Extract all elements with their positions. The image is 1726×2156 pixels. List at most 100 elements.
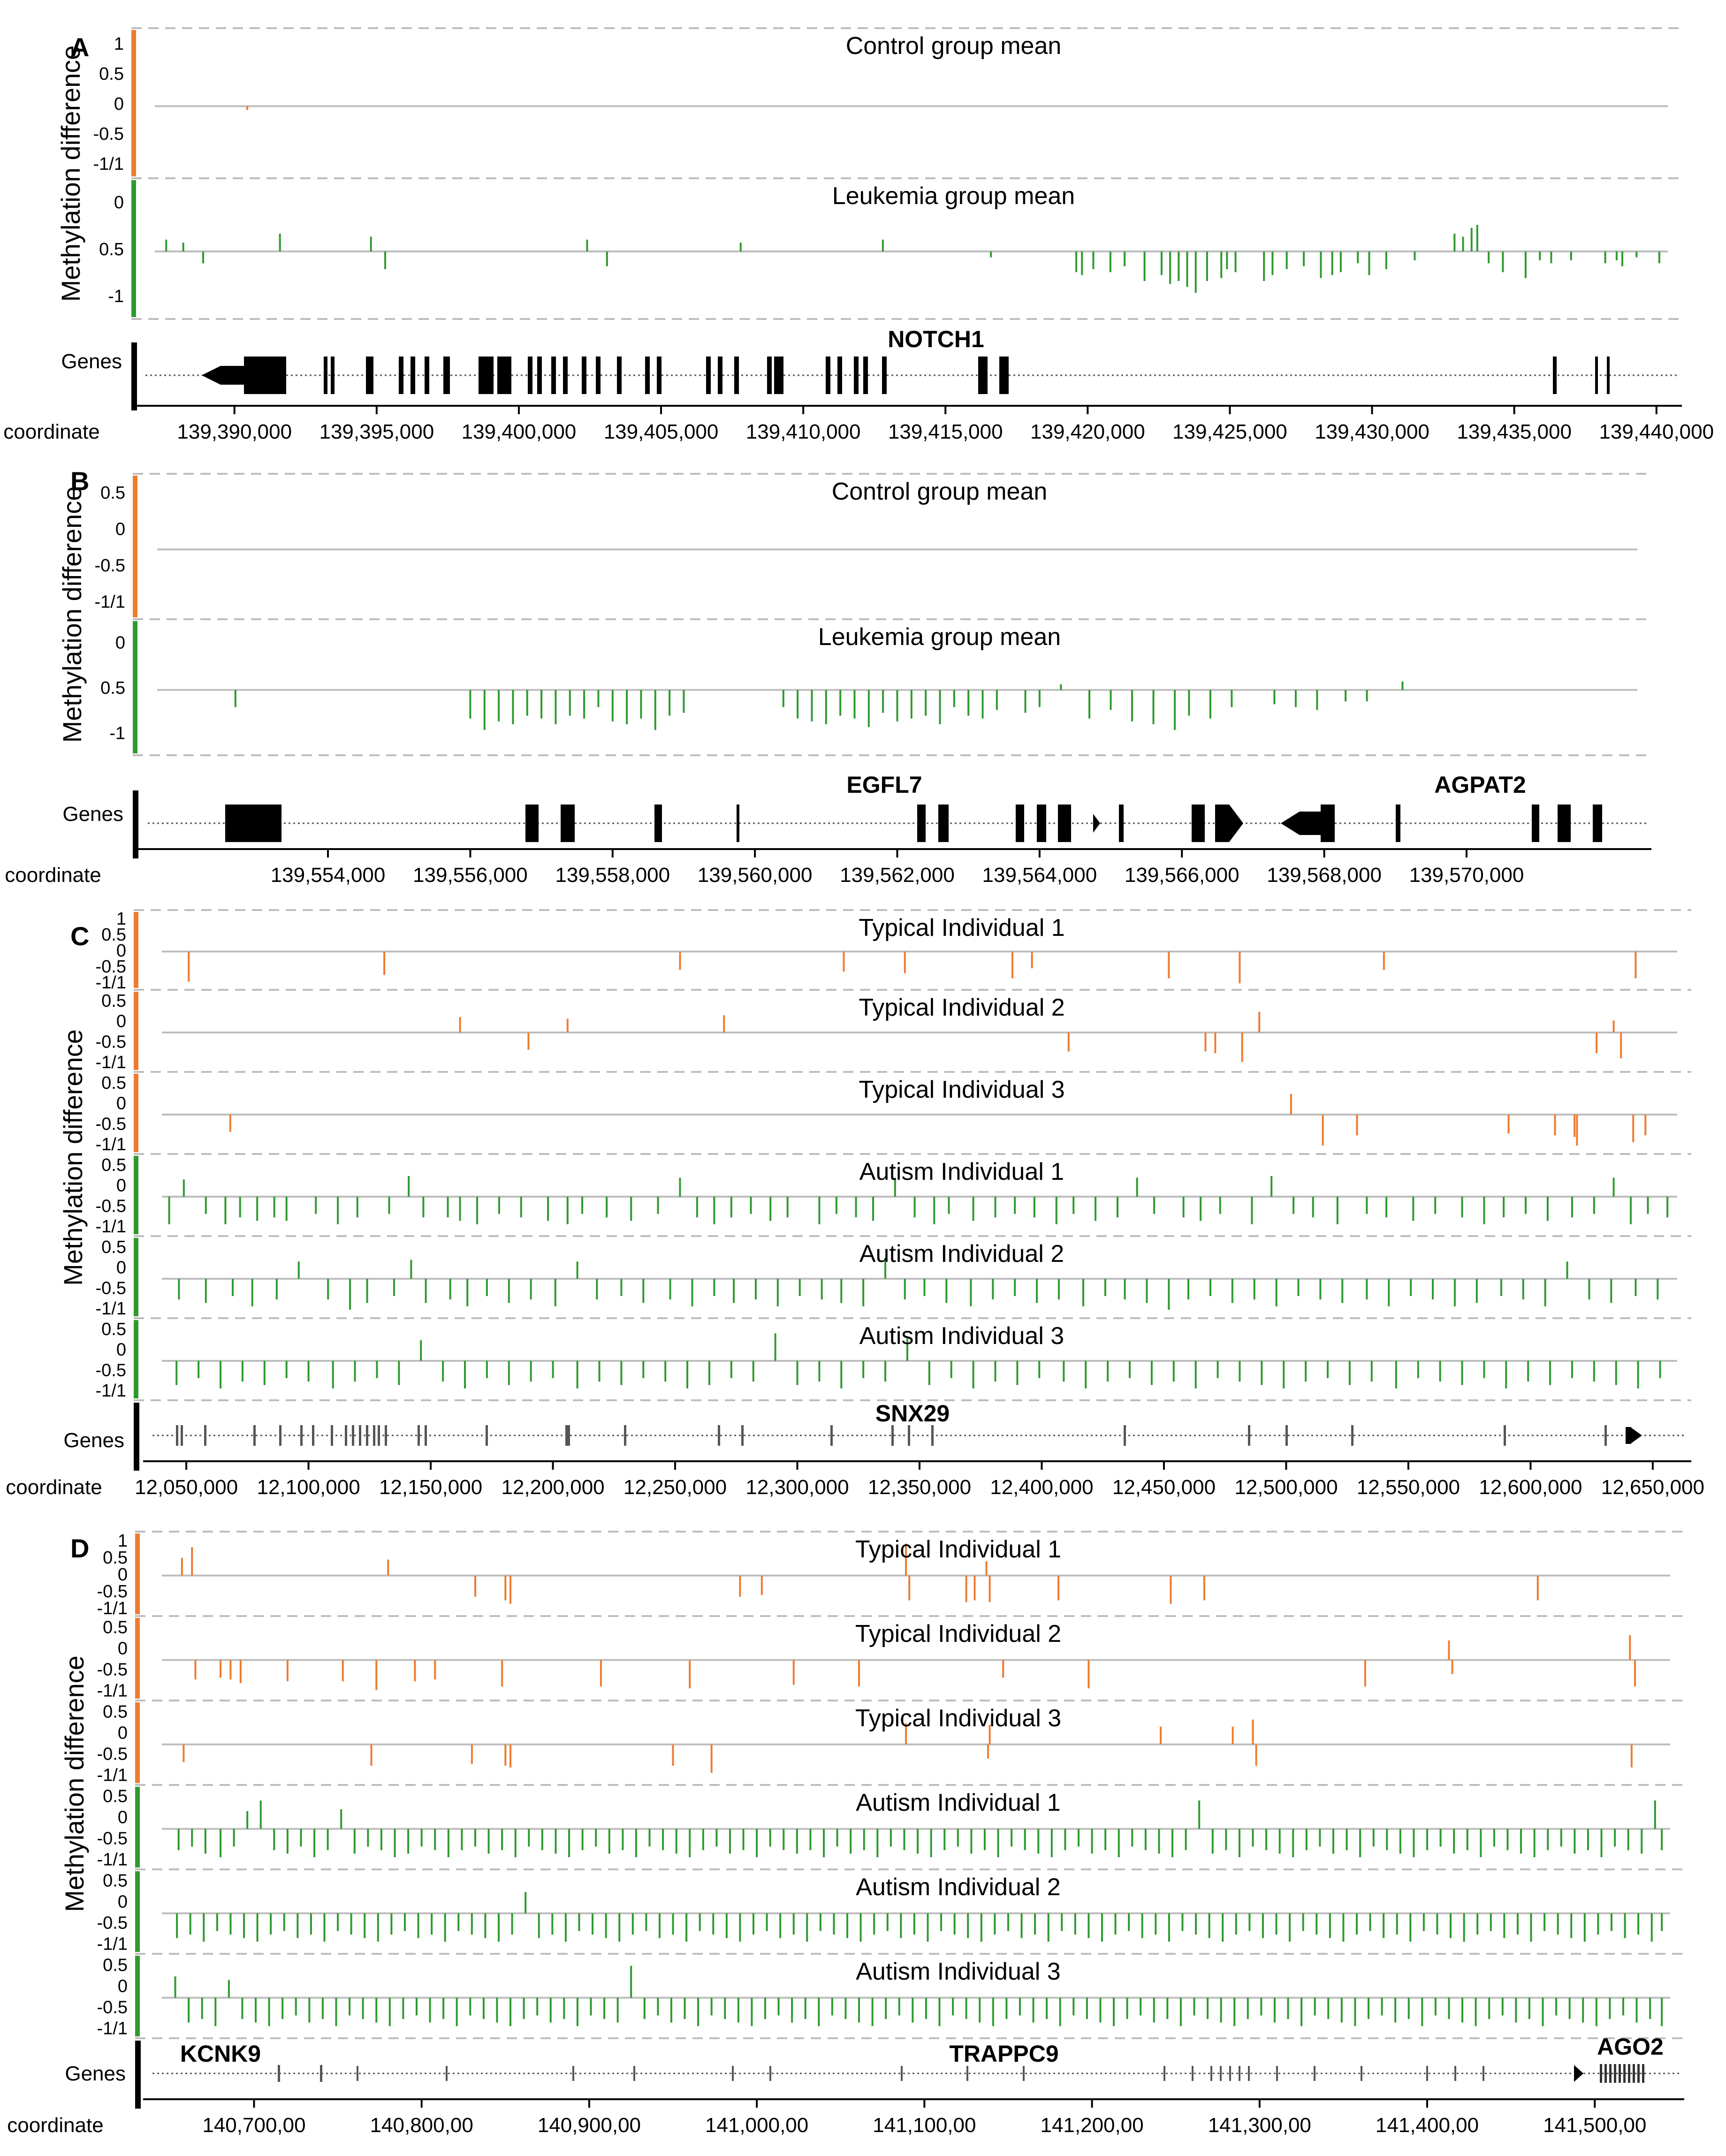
exon-block xyxy=(1037,805,1046,842)
y-tick-label: 0 xyxy=(118,1892,128,1912)
y-tick-label: -1/1 xyxy=(96,1299,126,1319)
exon-block xyxy=(633,2066,635,2081)
exon-block xyxy=(1285,1425,1288,1446)
group-color-strip xyxy=(135,1871,140,1952)
x-tick-label: 139,556,000 xyxy=(413,864,528,887)
exon-block xyxy=(1124,1425,1126,1446)
group-color-strip xyxy=(134,1238,138,1316)
exon-block xyxy=(1483,2066,1484,2081)
x-tick-label: 139,400,000 xyxy=(462,420,577,443)
x-tick-label: 12,450,000 xyxy=(1112,1476,1216,1499)
exon-block xyxy=(1604,1425,1607,1446)
y-tick-label: 0 xyxy=(118,1977,128,1997)
exon-block xyxy=(596,357,601,394)
panel-letter: D xyxy=(70,1533,89,1563)
exon-block xyxy=(999,357,1009,394)
exon-block xyxy=(572,2066,574,2081)
exon-block xyxy=(908,1425,910,1446)
y-tick-label: -1 xyxy=(108,287,124,306)
genes-strip xyxy=(134,1403,139,1471)
exon-block xyxy=(425,1425,427,1446)
y-axis-label: Methylation difference xyxy=(56,46,85,302)
x-tick-label: 12,200,000 xyxy=(501,1476,604,1499)
y-tick-label: -0.5 xyxy=(97,1829,128,1849)
exon-block xyxy=(863,357,868,394)
gene-arrow-head xyxy=(1574,2065,1583,2082)
exon-block xyxy=(978,357,988,394)
exon-block xyxy=(1532,805,1539,842)
exon-block xyxy=(378,1425,380,1446)
y-tick-label: 0.5 xyxy=(101,1237,126,1257)
exon-block xyxy=(1628,2064,1630,2083)
x-tick-label: 139,395,000 xyxy=(319,420,434,443)
coordinate-label: coordinate xyxy=(7,2114,103,2137)
exon-block xyxy=(525,805,539,842)
y-tick-label: 0.5 xyxy=(103,1618,128,1638)
group-color-strip xyxy=(135,1702,140,1783)
y-tick-label: -1 xyxy=(109,724,125,744)
y-tick-label: 0.5 xyxy=(101,1155,126,1175)
y-tick-label: 0.5 xyxy=(100,483,125,503)
exon-block xyxy=(1023,2066,1025,2081)
y-tick-label: 1 xyxy=(118,1531,128,1551)
x-tick-label: 12,350,000 xyxy=(868,1476,971,1499)
panel-letter: A xyxy=(70,32,89,62)
y-tick-label: -0.5 xyxy=(93,124,124,144)
x-tick-label: 139,558,000 xyxy=(555,864,670,887)
y-tick-label: -1/1 xyxy=(96,1381,126,1401)
exon-block xyxy=(718,1425,720,1446)
x-tick-label: 139,554,000 xyxy=(271,864,386,887)
exon-block xyxy=(741,1425,744,1446)
x-tick-label: 12,650,000 xyxy=(1601,1476,1704,1499)
exon-block xyxy=(617,357,622,394)
x-tick-label: 139,430,000 xyxy=(1315,420,1429,443)
y-tick-label: 0.5 xyxy=(103,1702,128,1722)
exon-block xyxy=(734,357,739,394)
exon-block xyxy=(331,1425,333,1446)
exon-block xyxy=(1058,805,1071,842)
x-tick-label: 140,700,00 xyxy=(202,2114,305,2137)
track-title: Autism Individual 2 xyxy=(859,1240,1064,1268)
group-color-strip xyxy=(135,1618,140,1699)
y-axis-label: Methylation difference xyxy=(60,1655,89,1912)
panel-letter: B xyxy=(70,466,89,496)
group-color-strip xyxy=(134,1320,138,1398)
y-tick-label: 0.5 xyxy=(99,240,124,259)
exon-block xyxy=(1626,1427,1631,1444)
y-tick-label: 0 xyxy=(118,1723,128,1743)
exon-block xyxy=(312,1425,314,1446)
exon-block xyxy=(497,357,511,394)
y-tick-label: -1/1 xyxy=(97,1935,128,1954)
exon-block xyxy=(1593,805,1602,842)
exon-block xyxy=(1396,805,1400,842)
group-color-strip xyxy=(134,1074,138,1152)
exon-block xyxy=(443,357,450,394)
exon-block xyxy=(1600,2064,1602,2083)
exon-block xyxy=(837,357,842,394)
grid-layer xyxy=(131,27,1691,2108)
y-tick-label: 0 xyxy=(118,1639,128,1659)
exon-block xyxy=(891,1425,894,1446)
x-tick-label: 139,562,000 xyxy=(840,864,955,887)
y-tick-label: -1/1 xyxy=(96,1135,126,1154)
y-tick-label: 1 xyxy=(116,909,126,929)
y-tick-label: 0 xyxy=(114,193,124,213)
gene-name: AGPAT2 xyxy=(1434,772,1526,798)
y-tick-label: 0 xyxy=(115,519,125,539)
panel-letter: C xyxy=(70,921,89,951)
track-title: Autism Individual 3 xyxy=(856,1958,1060,1985)
track-title: Typical Individual 1 xyxy=(859,914,1064,941)
exon-block xyxy=(204,1425,206,1446)
y-tick-label: 0.5 xyxy=(100,678,125,698)
y-tick-label: 0 xyxy=(116,1012,126,1032)
y-tick-label: -0.5 xyxy=(96,1278,126,1298)
x-tick-label: 12,300,000 xyxy=(745,1476,849,1499)
y-tick-label: -1/1 xyxy=(97,1850,128,1870)
exon-block xyxy=(320,2065,322,2082)
exon-block xyxy=(1192,805,1205,842)
exon-block xyxy=(1642,2064,1644,2083)
exon-block xyxy=(966,2066,968,2081)
exon-block xyxy=(1633,2064,1635,2083)
genes-label: Genes xyxy=(62,803,123,826)
exon-block xyxy=(1248,2066,1250,2081)
